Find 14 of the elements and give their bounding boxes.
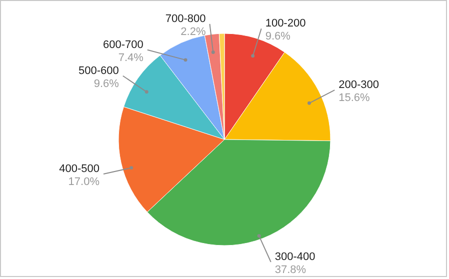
- slice-label: 600-700: [103, 38, 144, 51]
- slice-label: 500-600: [78, 64, 119, 77]
- data-label: 15.6%: [338, 92, 370, 104]
- data-label: 37.8%: [274, 264, 306, 276]
- slice-label: 700-800: [165, 12, 206, 25]
- data-label: 9.6%: [94, 78, 120, 90]
- data-label: 2.2%: [180, 26, 206, 38]
- data-label: 17.0%: [68, 176, 100, 188]
- slice-label: 300-400: [274, 251, 316, 263]
- slice-label: 200-300: [338, 79, 380, 92]
- data-label: 7.4%: [118, 52, 144, 64]
- data-label: 9.6%: [265, 30, 291, 43]
- slice-label: 400-500: [59, 163, 100, 176]
- slice-label: 100-200: [265, 18, 306, 30]
